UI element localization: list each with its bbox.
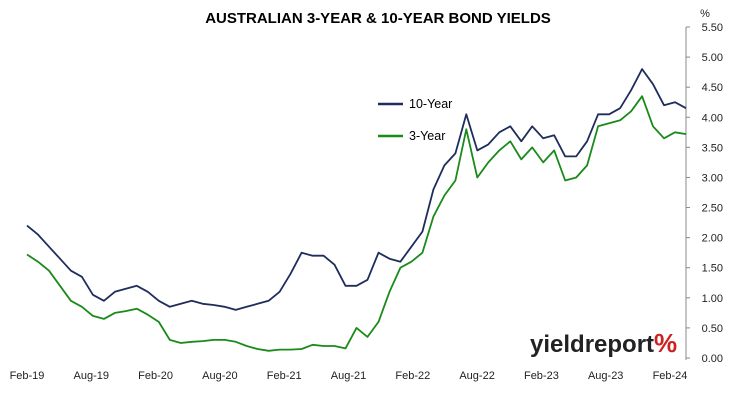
y-tick-label: 3.50 (702, 142, 723, 154)
legend-label-3-year: 3-Year (409, 129, 445, 143)
y-tick-label: 5.50 (702, 22, 723, 34)
y-axis-ticks: 0.00 0.50 1.00 1.50 2.00 2.50 3.00 3.50 4.00 4.50… (686, 22, 723, 365)
y-tick-label: 1.00 (702, 293, 723, 305)
y-tick-label: 0.50 (702, 323, 723, 335)
series-lines (26, 68, 687, 352)
x-tick-label: Feb-20 (138, 370, 173, 382)
series-line-3-year (26, 95, 687, 352)
x-tick-label: Aug-22 (459, 370, 494, 382)
x-tick-label: Aug-19 (74, 370, 109, 382)
y-tick-label: 2.00 (702, 233, 723, 245)
series-line-10-year (26, 68, 687, 311)
yieldreport-logo: yieldreport % (530, 328, 677, 358)
y-tick-label: 4.00 (702, 112, 723, 124)
y-tick-label: 4.50 (702, 82, 723, 94)
x-axis-ticks: Feb-19 Aug-19 Feb-20 Aug-20 Feb-21 Aug-21 Feb-… (10, 370, 688, 382)
x-tick-label: Aug-23 (588, 370, 623, 382)
x-tick-label: Feb-22 (395, 370, 430, 382)
y-axis-unit-label: % (700, 8, 710, 20)
chart-title: AUSTRALIAN 3-YEAR & 10-YEAR BOND YIELDS (205, 10, 551, 27)
y-tick-label: 3.00 (702, 172, 723, 184)
y-tick-label: 1.50 (702, 263, 723, 275)
y-tick-label: 5.00 (702, 52, 723, 64)
x-tick-label: Feb-24 (653, 370, 688, 382)
brand-percent-symbol: % (654, 328, 677, 358)
y-tick-label: 0.00 (702, 353, 723, 365)
brand-name: yieldreport (530, 331, 654, 358)
plot-area: % 0.00 0.50 1.00 1.50 2.00 2.50 3.00 3.50 4.00 4.… (10, 8, 723, 382)
x-tick-label: Feb-21 (267, 370, 302, 382)
x-tick-label: Aug-20 (202, 370, 237, 382)
x-tick-label: Feb-19 (10, 370, 45, 382)
legend: 10-Year 3-Year (378, 97, 452, 143)
x-tick-label: Feb-23 (524, 370, 559, 382)
legend-label-10-year: 10-Year (409, 97, 452, 111)
y-tick-label: 2.50 (702, 203, 723, 215)
x-tick-label: Aug-21 (331, 370, 366, 382)
